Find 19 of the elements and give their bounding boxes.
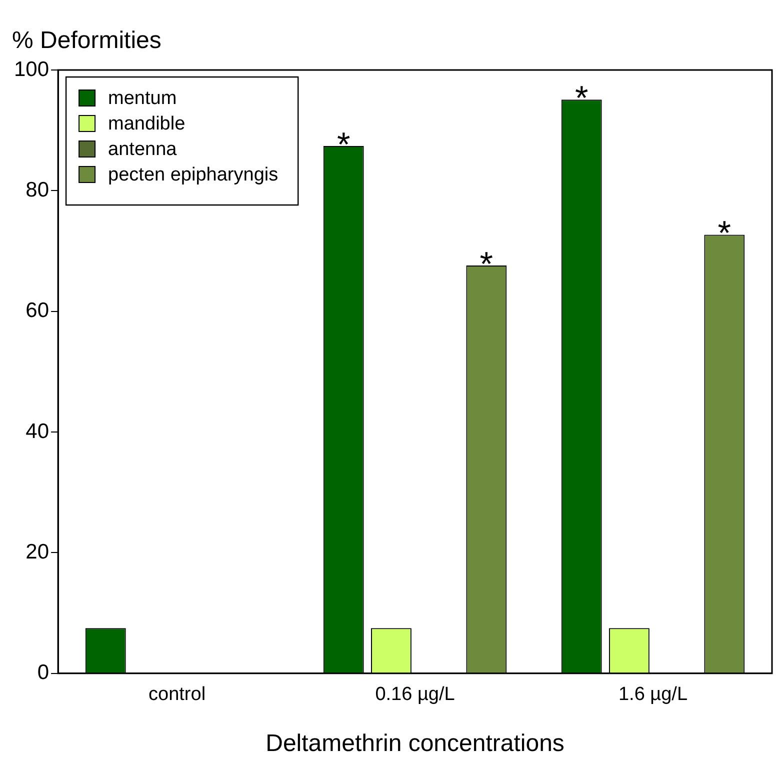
x-axis-title: Deltamethrin concentrations (266, 730, 564, 758)
x-tick-label: 1.6 µg/L (618, 684, 688, 706)
y-tick-label: 40 (26, 420, 50, 443)
y-axis-title: % Deformities (12, 27, 162, 54)
annotation: * (337, 126, 350, 164)
legend-label: mandible (108, 114, 186, 135)
annotation: * (480, 246, 494, 284)
annotation: * (574, 80, 588, 118)
x-tick-label: 0.16 µg/L (375, 684, 455, 706)
legend-label: pecten epipharyngis (108, 164, 278, 186)
y-tick-label: 100 (14, 58, 50, 81)
y-tick-label: 60 (26, 299, 50, 322)
y-tick-label: 80 (26, 178, 50, 202)
y-tick-label: 20 (26, 540, 50, 564)
annotation: * (718, 214, 732, 253)
y-tick-label: 0 (37, 661, 50, 684)
legend-label: antenna (108, 139, 178, 160)
legend-label: mentum (108, 88, 177, 110)
x-tick-label: control (148, 684, 206, 706)
